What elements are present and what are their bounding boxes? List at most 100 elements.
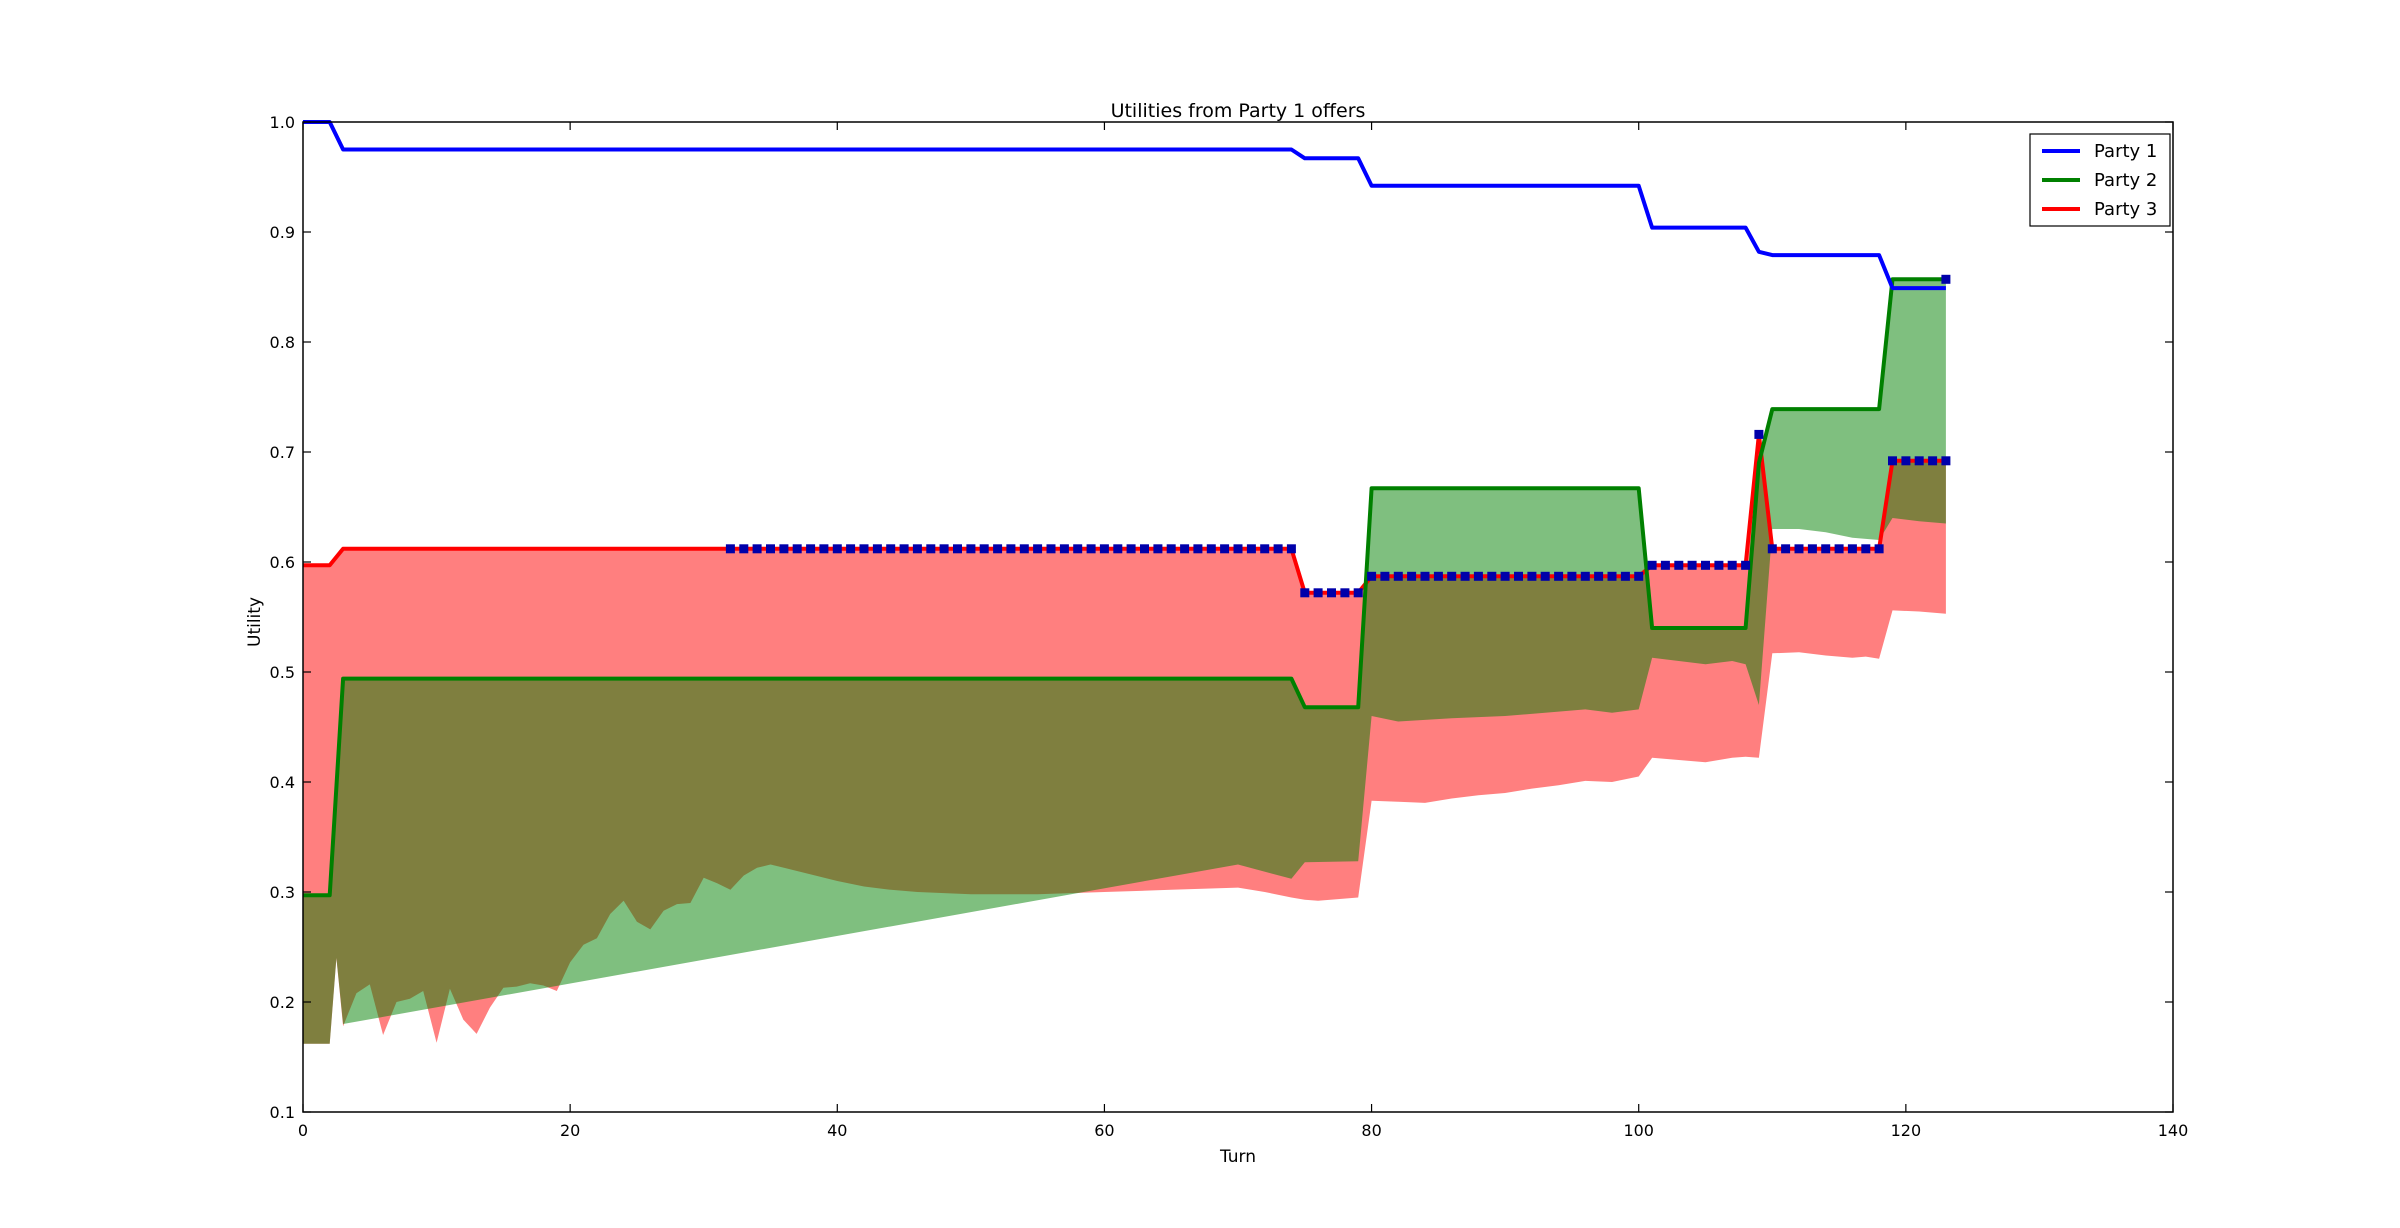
accepted-marker xyxy=(1928,456,1938,466)
accepted-marker xyxy=(939,544,949,554)
accepted-marker xyxy=(1206,544,1216,554)
accepted-marker xyxy=(1327,588,1336,598)
accepted-marker xyxy=(872,544,882,554)
x-tick-label: 60 xyxy=(1094,1121,1114,1140)
accepted-marker xyxy=(1033,544,1043,554)
accepted-marker xyxy=(1113,544,1123,554)
accepted-marker xyxy=(993,544,1003,554)
accepted-marker xyxy=(1594,571,1604,581)
y-tick-label: 0.4 xyxy=(270,773,295,792)
y-tick-label: 0.2 xyxy=(270,993,295,1012)
accepted-marker xyxy=(1180,544,1190,554)
band-fills xyxy=(303,279,1946,1044)
x-tick-label: 20 xyxy=(560,1121,580,1140)
accepted-marker xyxy=(819,544,829,554)
x-tick-label: 0 xyxy=(298,1121,308,1140)
y-tick-label: 1.0 xyxy=(270,113,295,132)
accepted-marker xyxy=(1941,274,1951,284)
accepted-marker xyxy=(1714,560,1724,570)
accepted-marker xyxy=(766,544,775,554)
accepted-marker xyxy=(1420,571,1430,581)
accepted-marker xyxy=(1807,544,1817,554)
accepted-marker xyxy=(1260,544,1270,554)
accepted-marker xyxy=(1914,456,1924,466)
accepted-marker xyxy=(1153,544,1163,554)
accepted-marker xyxy=(1099,544,1109,554)
accepted-marker xyxy=(1233,544,1243,554)
accepted-marker xyxy=(1554,571,1564,581)
accepted-marker xyxy=(725,544,735,554)
y-tick-label: 0.6 xyxy=(270,553,295,572)
accepted-marker xyxy=(1500,571,1510,581)
accepted-marker xyxy=(1407,571,1417,581)
y-axis-ticks: 0.1 0.2 0.3 0.4 0.5 0.6 0.7 0.8 0.9 1.0 xyxy=(270,113,2173,1122)
y-tick-label: 0.3 xyxy=(270,883,295,902)
accepted-marker xyxy=(1380,571,1390,581)
accepted-marker xyxy=(1901,456,1911,466)
accepted-marker xyxy=(752,544,762,554)
accepted-marker xyxy=(1126,544,1136,554)
accepted-marker xyxy=(1300,588,1310,598)
legend-label-party-2: Party 2 xyxy=(2094,170,2157,191)
accepted-marker xyxy=(1340,588,1350,598)
series-line-party-1 xyxy=(303,120,1946,291)
accepted-marker xyxy=(846,544,856,554)
accepted-marker xyxy=(1460,571,1470,581)
accepted-marker xyxy=(739,544,749,554)
accepted-marker xyxy=(1433,571,1443,581)
accepted-marker xyxy=(1487,571,1497,581)
accepted-marker xyxy=(1046,544,1056,554)
y-tick-label: 0.9 xyxy=(270,223,295,242)
accepted-marker xyxy=(1514,571,1523,581)
accepted-marker xyxy=(1701,560,1710,570)
x-axis-label: Turn xyxy=(1219,1147,1256,1167)
legend-label-party-1: Party 1 xyxy=(2094,141,2157,162)
accepted-marker xyxy=(806,544,816,554)
accepted-marker xyxy=(926,544,936,554)
accepted-marker xyxy=(1246,544,1256,554)
accepted-marker xyxy=(1473,571,1483,581)
accepted-marker xyxy=(1527,571,1537,581)
y-tick-label: 0.7 xyxy=(270,443,295,462)
accepted-marker xyxy=(1727,560,1737,570)
accepted-marker xyxy=(1580,571,1590,581)
accepted-marker xyxy=(1166,544,1176,554)
accepted-marker xyxy=(1193,544,1203,554)
y-axis-label: Utility xyxy=(245,597,265,647)
accepted-marker xyxy=(1754,429,1764,439)
accepted-marker xyxy=(953,544,962,554)
accepted-marker xyxy=(1634,571,1644,581)
accepted-marker xyxy=(1220,544,1230,554)
accepted-marker xyxy=(1286,544,1296,554)
accepted-marker xyxy=(1367,571,1377,581)
accepted-marker xyxy=(1647,560,1657,570)
accepted-marker xyxy=(1741,560,1751,570)
accepted-marker xyxy=(912,544,922,554)
accepted-marker xyxy=(966,544,976,554)
accepted-marker xyxy=(1607,571,1617,581)
accepted-marker xyxy=(1888,456,1897,466)
accepted-marker xyxy=(1874,544,1884,554)
y-tick-label: 0.5 xyxy=(270,663,295,682)
accepted-marker xyxy=(1660,560,1670,570)
accepted-marker xyxy=(979,544,989,554)
x-axis-ticks: 0 20 40 60 80 100 120 140 xyxy=(298,122,2188,1140)
accepted-marker xyxy=(1059,544,1069,554)
accepted-marker xyxy=(1767,544,1777,554)
legend: Party 1 Party 2 Party 3 xyxy=(2029,133,2171,227)
accepted-marker xyxy=(1620,571,1630,581)
party-2-band xyxy=(303,279,1946,1044)
chart-title: Utilities from Party 1 offers xyxy=(1111,100,1366,122)
accepted-marker xyxy=(886,544,896,554)
accepted-marker xyxy=(1140,544,1149,554)
accepted-marker xyxy=(1447,571,1457,581)
accepted-marker xyxy=(1674,560,1684,570)
accepted-marker xyxy=(1073,544,1083,554)
x-tick-label: 40 xyxy=(827,1121,847,1140)
accepted-marker xyxy=(1941,456,1951,466)
accepted-marker xyxy=(1687,560,1697,570)
accepted-marker xyxy=(1794,544,1804,554)
legend-label-party-3: Party 3 xyxy=(2094,199,2157,220)
x-tick-label: 100 xyxy=(1623,1121,1654,1140)
